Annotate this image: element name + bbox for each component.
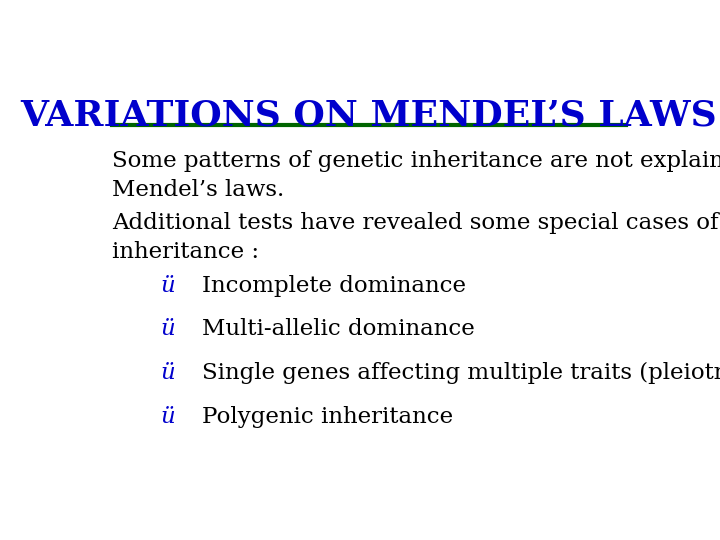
Text: Single genes affecting multiple traits (pleiotropy): Single genes affecting multiple traits (… bbox=[202, 362, 720, 384]
Text: Some patterns of genetic inheritance are not explained by
Mendel’s laws.: Some patterns of genetic inheritance are… bbox=[112, 150, 720, 201]
Text: ü: ü bbox=[161, 406, 176, 428]
Text: ü: ü bbox=[161, 319, 176, 340]
Text: VARIATIONS ON MENDEL’S LAWS: VARIATIONS ON MENDEL’S LAWS bbox=[21, 98, 717, 132]
Text: Incomplete dominance: Incomplete dominance bbox=[202, 275, 466, 297]
Text: ü: ü bbox=[161, 362, 176, 384]
Text: Multi-allelic dominance: Multi-allelic dominance bbox=[202, 319, 474, 340]
Text: Polygenic inheritance: Polygenic inheritance bbox=[202, 406, 453, 428]
Text: ü: ü bbox=[161, 275, 176, 297]
Text: Additional tests have revealed some special cases of genetic
inheritance :: Additional tests have revealed some spec… bbox=[112, 212, 720, 263]
